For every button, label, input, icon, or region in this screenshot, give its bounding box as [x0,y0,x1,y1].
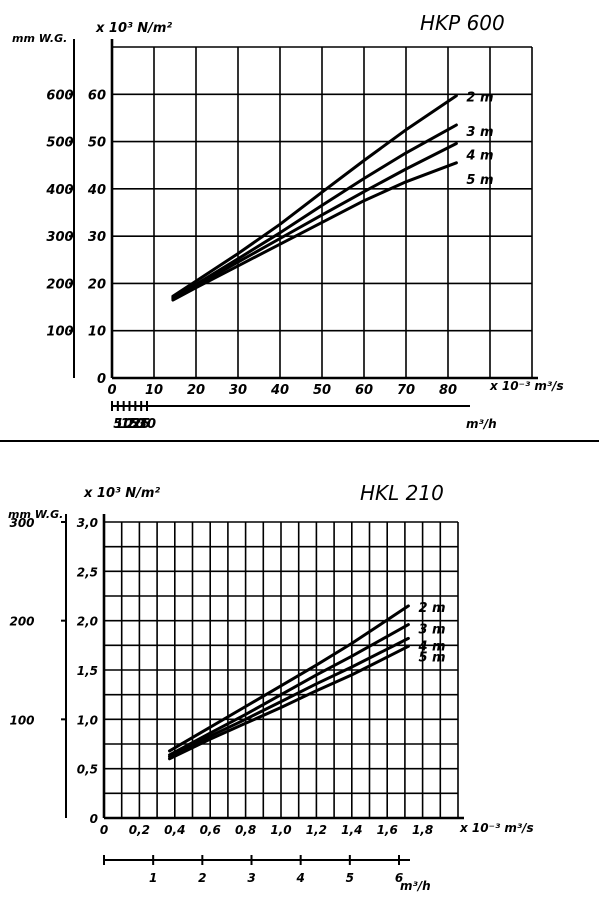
y-tick-label: 2,5 [77,565,98,579]
x-tick-label: 20 [187,383,205,398]
chart-hkl210: 0 0,5 1,0 1,5 2,0 2,5 3,0 0 0,2 0,4 0,6 0,8 1,0 1,2 1,… [8,481,534,893]
x-tick-label: 0,2 [129,823,150,837]
x-tick-label: 1,2 [306,823,327,837]
x-tick-label: 40 [270,383,289,398]
alt-y-tick-label: 200 [9,615,34,629]
x-tick-label: 0,6 [200,823,221,837]
x-tick-label: 1,0 [270,823,291,837]
series-line [168,623,410,757]
x-tick-label: 10 [145,383,163,398]
alt-x-tick-label: 30 [138,417,156,432]
series-label: 2 m [418,601,445,616]
y-axis-label-si: x 10³ N/m² [83,486,160,501]
y-tick-label: 10 [88,325,106,340]
y-tick-label: 1,5 [77,664,98,678]
y-tick-label: 2,0 [77,615,98,629]
alt-y-tick-label: 300 [9,516,34,530]
alt-y-tick-label: 400 [45,183,73,198]
alt-x-tick-label: 25 [132,417,150,432]
y-tick-label: 30 [88,230,106,245]
x-axis-label-si: x 10⁻³ m³/s [459,821,534,835]
y-tick-label: 40 [87,183,106,198]
alt-x-tick-label: 1 [149,871,157,885]
alt-y-tick-label: 100 [9,713,34,727]
series-label: 5 m [466,173,493,188]
alt-x-tick-label: 3 [247,871,255,885]
x-axis-label-alt: m³/h [400,879,431,893]
series-line [171,142,458,301]
y-axis-label-alt: mm W.G. [8,508,63,521]
y-axis-label-alt: mm W.G. [12,32,67,45]
series-line [168,604,410,753]
series-line [168,636,410,759]
y-tick-label: 0,5 [77,763,98,777]
x-tick-label: 70 [397,383,415,398]
y-tick-label: 0 [97,372,106,387]
y-tick-label: 1,0 [77,713,98,727]
alt-y-tick-label: 100 [46,325,73,340]
grid [103,521,459,819]
y-tick-label: 3,0 [77,516,98,530]
x-tick-label: 80 [439,383,457,398]
series-line [171,161,458,302]
x-tick-label: 50 [313,383,331,398]
x-tick-label: 0 [100,823,108,837]
series-label: 2 m [466,91,493,106]
alt-x-tick-label: 15 [120,417,138,432]
x-tick-label: 1,8 [412,823,433,837]
alt-x-tick-label: 6 [395,871,403,885]
alt-x-tick-label: 2 [198,871,206,885]
series-label: 4 m [417,639,445,654]
x-tick-label: 0 [107,383,116,398]
x-axis-label-si: x 10⁻³ m³/s [489,379,564,393]
series-label: 4 m [465,148,493,163]
y-tick-label: 20 [88,277,106,292]
series-line [168,644,410,761]
x-tick-label: 60 [355,383,373,398]
alt-x-tick-label: 4 [295,871,304,885]
series-label: 3 m [418,623,445,638]
alt-x-tick-label: 5 [113,417,122,432]
y-tick-label: 0 [90,812,98,826]
series-label: 3 m [466,125,493,140]
alt-y-tick-label: 200 [46,277,73,292]
series-label: 5 m [418,650,445,665]
x-tick-label: 1,4 [341,823,362,837]
y-axis-label-si: x 10³ N/m² [95,21,172,36]
y-tick-label: 60 [88,88,106,103]
x-tick-label: 0,4 [164,823,185,837]
chart-title: HKP 600 [420,11,505,35]
alt-y-tick-label: 500 [46,136,73,151]
x-tick-label: 1,6 [377,823,398,837]
alt-x-tick-label: 5 [346,871,354,885]
alt-x-tick-label: 20 [126,417,144,432]
x-tick-label: 30 [229,383,247,398]
x-tick-label: 0,8 [235,823,256,837]
series-line [171,94,458,298]
alt-y-tick-label: 300 [46,230,73,245]
alt-x-tick-label: 10 [115,417,133,432]
x-axis-label-alt: m³/h [466,417,497,431]
chart-title: HKL 210 [360,481,444,505]
alt-y-tick-label: 600 [46,88,73,103]
series-line [171,123,458,300]
y-tick-label: 50 [88,136,106,151]
